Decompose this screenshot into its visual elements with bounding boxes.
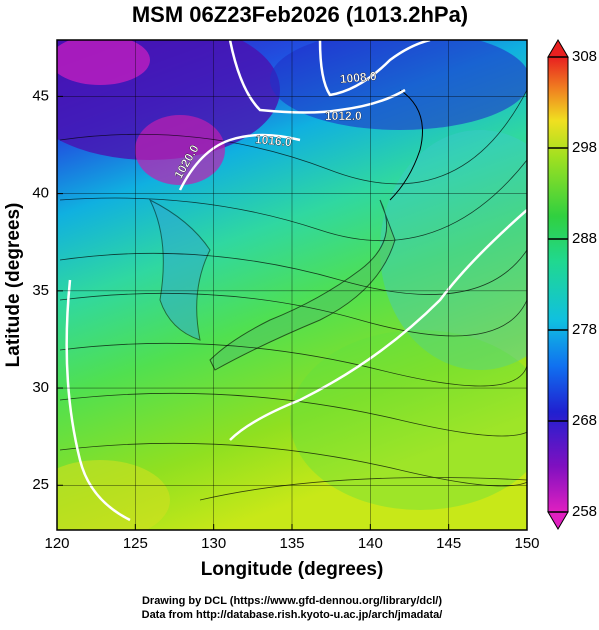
x-tick-label: 135 — [279, 535, 304, 552]
contour-label: 1008.0 — [339, 69, 377, 86]
grid — [56, 40, 528, 530]
colorbar-tick-label: 288 — [572, 230, 597, 247]
colorbar-tick-label: 278 — [572, 321, 597, 338]
credit: Drawing by DCL (https://www.gfd-dennou.o… — [142, 595, 442, 607]
y-tick-label: 35 — [32, 282, 49, 299]
colorbar-tick-label: 258 — [572, 503, 597, 520]
x-tick-label: 130 — [201, 535, 226, 552]
contour-label: 1012.0 — [325, 109, 362, 123]
colorbar-extend-bottom — [547, 511, 569, 530]
contour-label: 1016.0 — [254, 132, 292, 149]
colorbar-extend-top — [547, 39, 569, 58]
title: MSM 06Z23Feb2026 (1013.2hPa) — [132, 2, 468, 27]
colorbar-tick-label: 298 — [572, 139, 597, 156]
x-axis-label: Longitude (degrees) — [201, 559, 384, 580]
temperature-field — [57, 40, 527, 530]
x-tick-label: 120 — [44, 535, 69, 552]
y-tick-label: 25 — [32, 476, 49, 493]
colorbar — [547, 56, 569, 513]
colorbar-tick-label: 268 — [572, 412, 597, 429]
y-axis-label: Latitude (degrees) — [3, 203, 24, 368]
x-tick-label: 150 — [514, 535, 539, 552]
credit: Data from http://database.rish.kyoto-u.a… — [142, 609, 443, 621]
y-tick-label: 45 — [32, 87, 49, 104]
x-tick-label: 125 — [123, 535, 148, 552]
y-tick-label: 40 — [32, 185, 49, 202]
x-tick-label: 140 — [358, 535, 383, 552]
colorbar-tick-label: 308 — [572, 48, 597, 65]
y-tick-label: 30 — [32, 379, 49, 396]
x-tick-label: 145 — [436, 535, 461, 552]
